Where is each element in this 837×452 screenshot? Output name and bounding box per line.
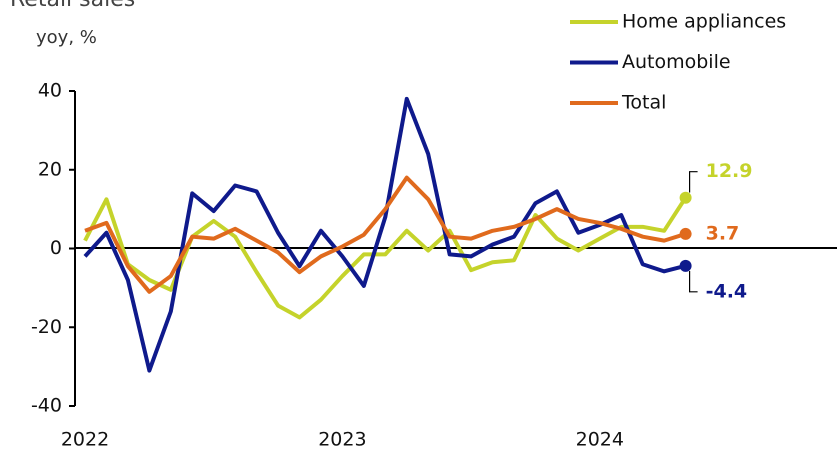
legend-label: Total bbox=[621, 92, 666, 114]
leader-line bbox=[689, 171, 698, 193]
value-label: -4.4 bbox=[706, 280, 748, 302]
y-tick-label: 40 bbox=[38, 80, 62, 102]
value-label: 12.9 bbox=[706, 160, 753, 182]
series-line bbox=[84, 175, 687, 294]
series-line bbox=[83, 196, 688, 320]
end-marker bbox=[679, 191, 692, 204]
x-tick-label: 2024 bbox=[576, 429, 624, 451]
y-tick-label: 20 bbox=[38, 158, 62, 180]
x-tick-label: 2022 bbox=[61, 429, 109, 451]
leader-line bbox=[689, 271, 698, 293]
y-tick-label: -40 bbox=[31, 395, 62, 417]
end-marker bbox=[679, 259, 692, 272]
y-tick-label: -20 bbox=[31, 316, 62, 338]
chart-subtitle: yoy, % bbox=[36, 27, 97, 48]
x-tick-label: 2023 bbox=[318, 429, 366, 451]
chart-title: Retail sales bbox=[10, 0, 135, 12]
value-label: 3.7 bbox=[706, 222, 740, 244]
y-tick-label: 0 bbox=[50, 237, 62, 259]
legend-label: Home appliances bbox=[622, 11, 786, 33]
series-line bbox=[83, 96, 687, 373]
legend-label: Automobile bbox=[622, 51, 731, 73]
plot-area bbox=[83, 96, 688, 373]
end-marker bbox=[679, 227, 692, 240]
